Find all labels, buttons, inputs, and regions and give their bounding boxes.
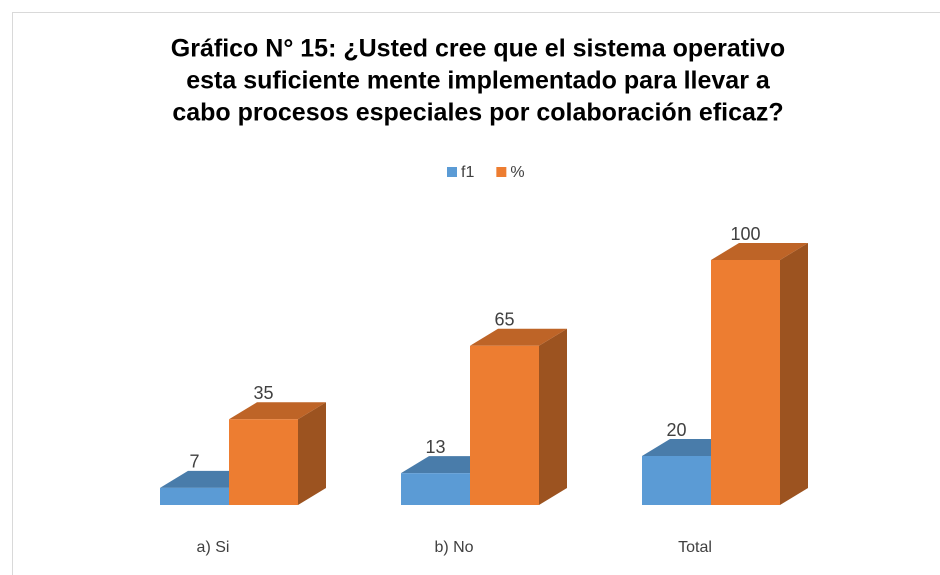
bar-top	[470, 328, 567, 346]
chart-title: esta suficiente mente implementado para …	[186, 67, 771, 95]
x-tick-label: a) Si	[197, 539, 230, 556]
bar-front	[229, 419, 298, 505]
bar-side	[298, 402, 326, 505]
bar	[711, 243, 808, 505]
bar-top	[711, 243, 808, 260]
x-tick-label: Total	[678, 539, 712, 556]
bar-front	[401, 473, 470, 505]
legend-label: f1	[461, 164, 474, 181]
legend-swatch	[496, 167, 507, 177]
chart-title: Gráfico N° 15: ¿Usted cree que el sistem…	[171, 35, 785, 63]
bar-side	[539, 328, 567, 505]
data-label: 65	[494, 310, 514, 330]
chart-title: cabo procesos especiales por colaboració…	[172, 99, 783, 127]
bar-side	[780, 243, 808, 505]
data-label: 35	[253, 383, 273, 403]
bar-front	[711, 260, 780, 505]
data-label: 13	[425, 437, 445, 457]
bar	[229, 402, 326, 505]
bar-top	[229, 402, 326, 420]
bar	[470, 328, 567, 505]
data-label: 100	[730, 224, 760, 244]
bar-front	[160, 487, 229, 505]
data-label: 7	[189, 452, 199, 472]
legend-label: %	[510, 164, 524, 181]
legend-swatch	[447, 167, 457, 177]
x-tick-label: b) No	[434, 539, 473, 556]
bar-front	[642, 456, 711, 505]
bar-front	[470, 345, 539, 505]
data-label: 20	[666, 420, 686, 440]
